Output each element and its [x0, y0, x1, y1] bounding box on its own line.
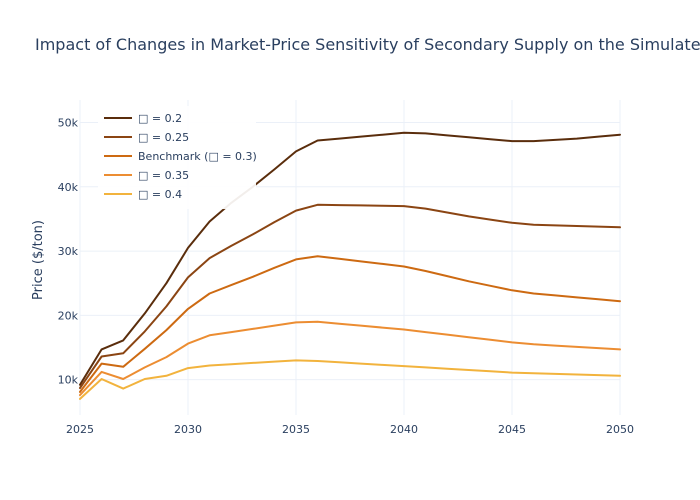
y-tick-label: 20k — [58, 309, 79, 322]
y-tick-label: 40k — [58, 181, 79, 194]
legend-label: Benchmark (□ = 0.3) — [138, 150, 257, 163]
x-tick-label: 2030 — [174, 423, 202, 436]
legend-label: □ = 0.35 — [138, 169, 189, 182]
x-tick-label: 2045 — [498, 423, 526, 436]
series-line-4[interactable] — [79, 320, 621, 397]
y-tick-label: 10k — [58, 374, 79, 387]
legend-item[interactable]: □ = 0.4 — [104, 188, 182, 201]
legend[interactable]: □ = 0.2 □ = 0.25 Benchmark (□ = 0.3) □ = 0.… — [98, 106, 257, 209]
series-line-3[interactable] — [79, 255, 621, 393]
x-axis-ticks: 2025 2030 2035 2040 2045 2050 — [66, 423, 634, 436]
x-tick-label: 2050 — [606, 423, 634, 436]
y-tick-label: 30k — [58, 245, 79, 258]
y-axis-title: Price ($/ton) — [31, 220, 46, 300]
y-axis-ticks: 10k 20k 30k 40k 50k — [58, 117, 79, 387]
chart-title: Impact of Changes in Market-Price Sensit… — [35, 35, 700, 54]
legend-item[interactable]: Benchmark (□ = 0.3) — [104, 150, 257, 163]
y-tick-label: 50k — [58, 117, 79, 130]
series-line-2[interactable] — [79, 203, 621, 389]
legend-item[interactable]: □ = 0.35 — [104, 169, 189, 182]
legend-item[interactable]: □ = 0.25 — [104, 131, 189, 144]
series-lines — [79, 131, 621, 400]
series-line-5[interactable] — [79, 359, 621, 400]
series-line-1[interactable] — [79, 131, 621, 386]
x-tick-label: 2035 — [282, 423, 310, 436]
legend-label: □ = 0.25 — [138, 131, 189, 144]
x-tick-label: 2025 — [66, 423, 94, 436]
legend-label: □ = 0.2 — [138, 112, 182, 125]
legend-label: □ = 0.4 — [138, 188, 182, 201]
legend-item[interactable]: □ = 0.2 — [104, 112, 182, 125]
x-tick-label: 2040 — [390, 423, 418, 436]
legend-background — [98, 106, 256, 209]
